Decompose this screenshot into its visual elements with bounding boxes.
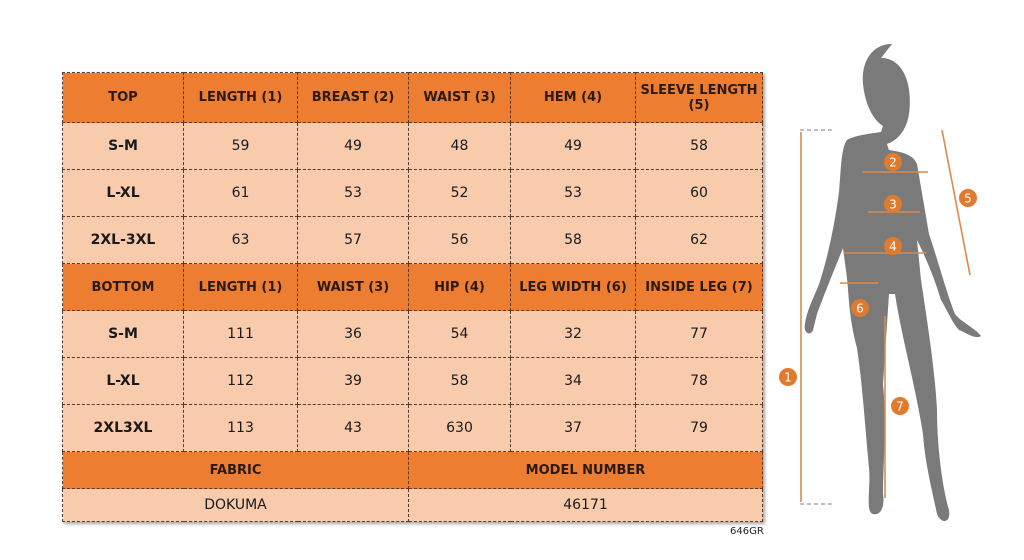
value-cell: 34: [510, 357, 636, 405]
svg-text:6: 6: [856, 302, 864, 316]
size-cell: 2XL3XL: [62, 404, 184, 452]
value-cell: 78: [635, 357, 763, 405]
value-cell: 59: [183, 122, 298, 170]
value-cell: 62: [635, 216, 763, 264]
marker-3: 3: [884, 195, 902, 213]
size-cell: 2XL-3XL: [62, 216, 184, 264]
value-cell: 57: [297, 216, 409, 264]
value-cell: 49: [510, 122, 636, 170]
value-cell: 58: [510, 216, 636, 264]
size-cell: L-XL: [62, 169, 184, 217]
fabric-value: DOKUMA: [62, 488, 409, 522]
column-header: HEM (4): [510, 72, 636, 123]
value-cell: 37: [510, 404, 636, 452]
column-header: BREAST (2): [297, 72, 409, 123]
value-cell: 32: [510, 310, 636, 358]
silhouette: [804, 44, 981, 522]
size-cell: S-M: [62, 310, 184, 358]
svg-text:2: 2: [889, 156, 897, 170]
value-cell: 79: [635, 404, 763, 452]
value-cell: 52: [408, 169, 511, 217]
value-cell: 39: [297, 357, 409, 405]
value-cell: 630: [408, 404, 511, 452]
fabric-label: FABRIC: [62, 451, 409, 489]
measurement-lines: [800, 129, 971, 505]
column-header: INSIDE LEG (7): [635, 263, 763, 311]
column-header: BOTTOM: [62, 263, 184, 311]
table-row: L-XL 61 53 52 53 60: [62, 169, 763, 217]
column-header: SLEEVE LENGTH (5): [635, 72, 763, 123]
measurement-markers: 1 2 3 4 5 6 7: [779, 153, 977, 415]
svg-text:5: 5: [964, 192, 972, 206]
value-cell: 43: [297, 404, 409, 452]
body-measurement-figure: 1 2 3 4 5 6 7: [779, 44, 981, 522]
table-row: L-XL 112 39 58 34 78: [62, 357, 763, 405]
header-row: BOTTOM LENGTH (1) WAIST (3) HIP (4) LEG WIDT…: [62, 263, 763, 311]
marker-6: 6: [851, 299, 869, 317]
svg-text:7: 7: [896, 400, 904, 414]
fabric-value-row: DOKUMA 46171: [62, 488, 763, 522]
value-cell: 113: [183, 404, 298, 452]
marker-7: 7: [891, 397, 909, 415]
product-code: 646GR: [730, 526, 764, 537]
value-cell: 112: [183, 357, 298, 405]
header-row: TOP LENGTH (1) BREAST (2) WAIST (3) HEM (4) S…: [62, 72, 763, 123]
table-row: S-M 59 49 48 49 58: [62, 122, 763, 170]
svg-text:3: 3: [889, 198, 897, 212]
model-label: MODEL NUMBER: [408, 451, 763, 489]
column-header: LENGTH (1): [183, 72, 298, 123]
column-header: HIP (4): [408, 263, 511, 311]
svg-text:4: 4: [889, 240, 897, 254]
column-header: TOP: [62, 72, 184, 123]
marker-2: 2: [884, 153, 902, 171]
size-chart-table: TOP LENGTH (1) BREAST (2) WAIST (3) HEM (4) S…: [62, 72, 763, 522]
value-cell: 56: [408, 216, 511, 264]
value-cell: 54: [408, 310, 511, 358]
column-header: LENGTH (1): [183, 263, 298, 311]
value-cell: 60: [635, 169, 763, 217]
value-cell: 77: [635, 310, 763, 358]
marker-1: 1: [779, 368, 797, 386]
value-cell: 53: [297, 169, 409, 217]
column-header: WAIST (3): [408, 72, 511, 123]
value-cell: 36: [297, 310, 409, 358]
value-cell: 61: [183, 169, 298, 217]
value-cell: 58: [635, 122, 763, 170]
table-row: 2XL3XL 113 43 630 37 79: [62, 404, 763, 452]
value-cell: 63: [183, 216, 298, 264]
fabric-header-row: FABRIC MODEL NUMBER: [62, 451, 763, 489]
column-header: WAIST (3): [297, 263, 409, 311]
model-value: 46171: [408, 488, 763, 522]
table-row: S-M 111 36 54 32 77: [62, 310, 763, 358]
size-cell: L-XL: [62, 357, 184, 405]
table-row: 2XL-3XL 63 57 56 58 62: [62, 216, 763, 264]
value-cell: 58: [408, 357, 511, 405]
marker-4: 4: [884, 237, 902, 255]
value-cell: 111: [183, 310, 298, 358]
value-cell: 49: [297, 122, 409, 170]
size-cell: S-M: [62, 122, 184, 170]
column-header: LEG WIDTH (6): [510, 263, 636, 311]
value-cell: 53: [510, 169, 636, 217]
svg-text:1: 1: [784, 371, 792, 385]
marker-5: 5: [959, 189, 977, 207]
value-cell: 48: [408, 122, 511, 170]
